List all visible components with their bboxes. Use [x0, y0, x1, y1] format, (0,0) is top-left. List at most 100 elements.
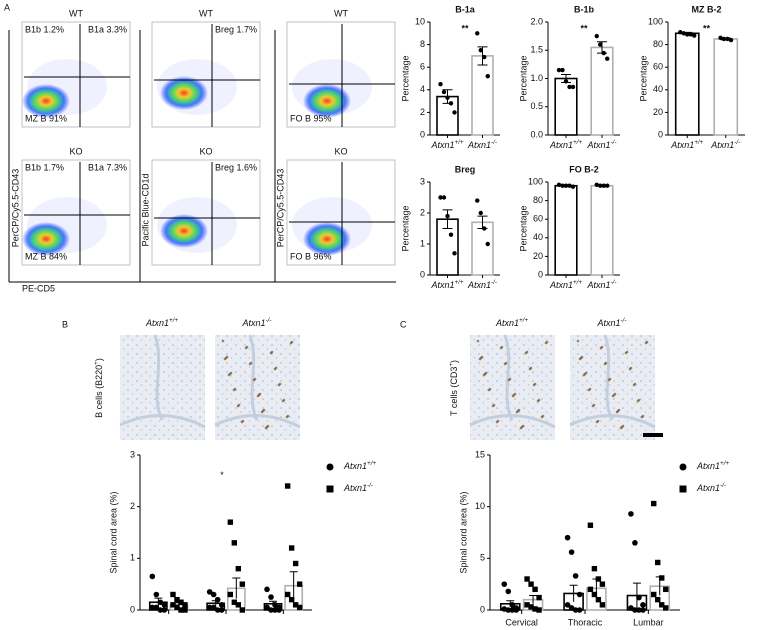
data-point — [478, 48, 483, 53]
stained-cell — [636, 399, 640, 403]
data-point — [636, 607, 642, 613]
data-point — [214, 596, 221, 603]
data-point — [692, 33, 697, 38]
x-tick-label: Atxn1+/+ — [670, 139, 703, 150]
x-tick-label: Lumbar — [633, 617, 664, 627]
data-point — [182, 607, 188, 613]
stained-cell — [264, 426, 268, 430]
y-tick-label: 10 — [415, 16, 425, 26]
bar — [674, 32, 700, 136]
gate-label: FO B 95% — [290, 113, 332, 123]
data-point — [567, 84, 572, 90]
flow-y-label: Pacific Blue-CD1d — [140, 173, 150, 246]
data-point — [218, 607, 225, 613]
y-tick-label: 100 — [528, 176, 543, 186]
stained-cell — [599, 346, 603, 350]
stained-cell — [578, 357, 582, 361]
data-point — [659, 575, 665, 581]
y-tick-label: 3 — [130, 449, 135, 459]
stain-label-part: T cells (CD3 — [449, 367, 459, 416]
data-point — [157, 599, 164, 606]
data-point — [235, 565, 242, 572]
data-point — [153, 604, 160, 611]
x-tick-label-part: Atxn1 — [549, 140, 573, 150]
data-point — [564, 534, 571, 541]
histology-image — [120, 335, 205, 440]
flow-title: WT — [334, 8, 348, 18]
significance: ** — [703, 23, 711, 33]
y-tick-label: 40 — [533, 232, 543, 242]
y-tick-label: 2 — [420, 207, 425, 217]
x-tick-label: Thoracic — [568, 617, 603, 627]
stained-cell — [644, 341, 648, 345]
y-tick-label: 80 — [533, 195, 543, 205]
error-bar — [632, 582, 641, 608]
data-point — [235, 602, 242, 608]
flow-scatter — [157, 59, 237, 115]
y-tick-label: 100 — [648, 16, 663, 26]
data-point — [296, 581, 303, 587]
gate-label: Breg 1.6% — [215, 162, 257, 172]
data-point — [482, 54, 487, 60]
stained-cell — [277, 383, 281, 387]
chart-title: Breg — [455, 164, 476, 174]
data-point — [628, 511, 634, 517]
data-point — [556, 182, 562, 187]
stain-label-part: + — [448, 363, 455, 367]
flow-x-label: PE-CD5 — [22, 283, 55, 293]
legend-label-part: +/+ — [367, 460, 376, 467]
flow-title: KO — [69, 146, 82, 156]
x-tick-label: Cervical — [505, 617, 538, 627]
y-tick-label: 3 — [420, 176, 425, 186]
flow-density — [22, 222, 70, 256]
data-point — [505, 588, 512, 595]
y-axis-label: Percentage — [400, 55, 410, 101]
legend-marker — [679, 463, 687, 471]
stained-cell — [240, 420, 244, 424]
data-point — [272, 607, 278, 613]
y-tick-label: 0 — [538, 269, 543, 279]
data-point — [725, 36, 730, 42]
significance: * — [220, 470, 224, 480]
flow-density — [160, 214, 208, 248]
data-point — [509, 607, 516, 613]
data-point — [598, 183, 603, 188]
data-point — [598, 42, 603, 47]
legend-label-part: -/- — [367, 482, 373, 489]
stained-cell — [640, 415, 644, 419]
error-bar — [289, 571, 298, 600]
legend-label-part: Atxn1 — [343, 461, 367, 471]
data-point — [272, 602, 278, 608]
scale-bar — [643, 433, 663, 437]
data-point — [485, 241, 490, 247]
histology-image — [215, 335, 300, 440]
data-point — [681, 31, 686, 36]
data-point — [292, 602, 299, 608]
y-axis-label: Percentage — [638, 55, 648, 101]
legend-label-part: -/- — [720, 482, 726, 489]
flow-plot-frame — [151, 159, 261, 266]
data-point — [170, 591, 176, 598]
data-point — [678, 29, 683, 35]
y-tick-label: 8 — [420, 39, 425, 49]
x-tick-label: Atxn1-/- — [587, 139, 617, 150]
data-point — [505, 607, 512, 613]
error-bar — [442, 209, 453, 229]
legend-label: Atxn1-/- — [343, 482, 373, 493]
flow-scatter — [292, 197, 372, 253]
x-tick-label-part: Atxn1 — [430, 280, 454, 290]
stained-cell — [487, 388, 491, 392]
data-point — [214, 607, 221, 613]
stained-cell — [285, 415, 289, 419]
stained-cell — [515, 410, 519, 414]
data-point — [284, 591, 291, 598]
data-point — [651, 500, 657, 507]
data-point — [601, 183, 606, 188]
data-point — [528, 581, 534, 587]
stained-cell — [587, 388, 591, 392]
data-point — [591, 591, 598, 598]
data-point — [210, 604, 217, 611]
y-tick-label: 1.0 — [530, 73, 543, 83]
data-point — [170, 602, 176, 608]
data-point — [594, 33, 599, 39]
